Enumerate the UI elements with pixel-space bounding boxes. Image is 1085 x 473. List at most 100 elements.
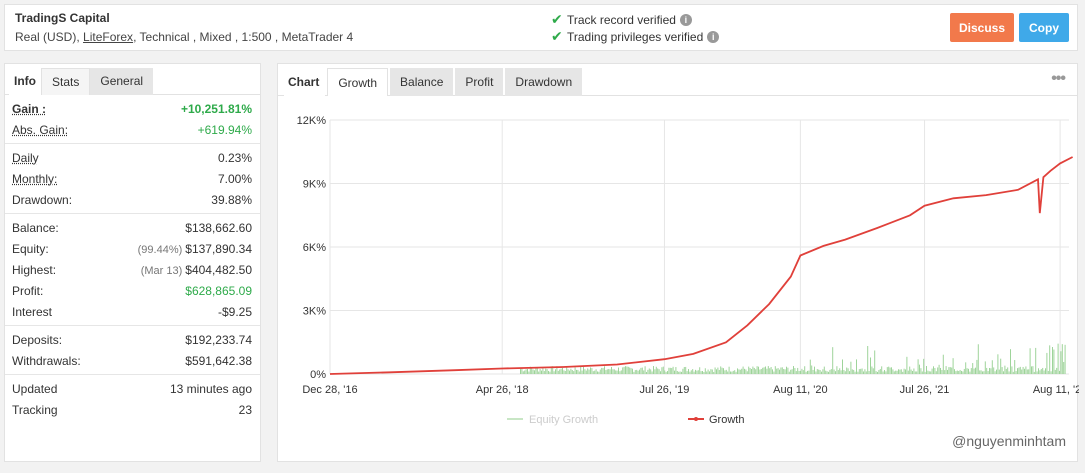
equity-bar (816, 369, 818, 374)
equity-bar (538, 371, 540, 374)
equity-bar (909, 366, 911, 374)
equity-bar (911, 370, 913, 374)
equity-bar (843, 369, 845, 374)
tab-info[interactable]: Info (9, 68, 41, 95)
equity-bar (1044, 368, 1046, 374)
equity-bar (889, 367, 891, 374)
equity-bar (613, 369, 615, 374)
equity-bar (882, 371, 884, 374)
equity-bar (932, 366, 934, 374)
tab-drawdown[interactable]: Drawdown (505, 68, 583, 96)
equity-bar (1012, 371, 1014, 374)
equity-bar (728, 366, 730, 374)
copy-button[interactable]: Copy (1019, 13, 1069, 42)
equity-bar (973, 368, 975, 374)
equity-bar (867, 346, 869, 374)
equity-bar (665, 371, 667, 374)
equity-bar (899, 369, 901, 374)
tab-growth[interactable]: Growth (327, 68, 389, 96)
gain-label[interactable]: Gain : (12, 101, 47, 116)
equity-label: Equity: (12, 241, 49, 256)
equity-bar (713, 371, 715, 374)
equity-bar (1004, 365, 1006, 374)
equity-bar (861, 368, 863, 374)
equity-bar (931, 368, 933, 374)
tab-general[interactable]: General (90, 68, 154, 95)
equity-bar (897, 369, 899, 374)
equity-bar (944, 370, 946, 374)
equity-bar (708, 371, 710, 374)
equity-bar (896, 370, 898, 374)
deposits-group: Deposits: $192,233.74 Withdrawals: $591,… (5, 326, 260, 375)
equity-bar (1061, 344, 1063, 374)
equity-bar (776, 368, 778, 374)
equity-bar (879, 369, 881, 374)
equity-bar (650, 369, 652, 374)
equity-bar (666, 371, 668, 374)
drawdown-label: Drawdown: (12, 192, 73, 207)
equity-bar (566, 366, 568, 374)
equity-bar (601, 367, 603, 374)
equity-bar (707, 369, 709, 374)
discuss-button[interactable]: Discuss (950, 13, 1014, 42)
profit-value: $628,865.09 (185, 283, 252, 298)
equity-bar (848, 371, 850, 374)
equity-bar (578, 371, 580, 374)
trading-privileges-verified: ✔ Trading privileges verified i (551, 28, 720, 45)
equity-bar (524, 370, 526, 374)
interest-label: Interest (12, 304, 53, 319)
equity-bar (1023, 368, 1025, 374)
equity-percent: (99.44%) (137, 243, 183, 256)
equity-bar (976, 359, 978, 374)
daily-label[interactable]: Daily (12, 150, 39, 165)
equity-bar (589, 367, 591, 374)
tab-profit[interactable]: Profit (455, 68, 504, 96)
info-icon[interactable]: i (707, 30, 720, 43)
info-icon[interactable]: i (679, 13, 692, 26)
equity-bar (661, 367, 663, 374)
tracking-group: Updated 13 minutes ago Tracking 23 (5, 375, 260, 423)
equity-bar (895, 370, 897, 374)
equity-bar (654, 369, 656, 374)
equity-bar (853, 369, 855, 374)
equity-bar (755, 369, 757, 374)
equity-bar (984, 361, 986, 374)
equity-bar (948, 367, 950, 374)
equity-bar (930, 371, 932, 374)
equity-bar (1000, 358, 1002, 374)
equity-bar (1002, 371, 1004, 374)
equity-bar (804, 366, 806, 374)
equity-bar (864, 369, 866, 374)
equity-bar (577, 369, 579, 374)
equity-bar (1037, 368, 1039, 374)
x-axis-ticks: Dec 28, '16 Apr 26, '18 Jul 26, '19 Aug 11,… (302, 384, 1079, 396)
equity-bar (916, 371, 918, 374)
tab-balance[interactable]: Balance (390, 68, 454, 96)
equity-bar (745, 369, 747, 374)
gain-row: Gain : +10,251.81% (5, 98, 260, 119)
equity-bar (907, 370, 909, 374)
equity-bar (644, 366, 646, 374)
x-tick-label: Aug 11, '20 (773, 384, 828, 396)
equity-bar (521, 368, 523, 374)
equity-bar (546, 369, 548, 374)
equity-bar (941, 369, 943, 374)
equity-bar (701, 371, 703, 374)
equity-bar (913, 368, 915, 374)
monthly-label[interactable]: Monthly: (12, 171, 58, 186)
equity-bar (959, 369, 961, 374)
watermark: @nguyenminhtam (952, 433, 1066, 449)
equity-bar (823, 366, 825, 374)
tab-stats[interactable]: Stats (41, 68, 91, 95)
more-options-icon[interactable]: ••• (1051, 70, 1066, 87)
updated-row: Updated 13 minutes ago (5, 378, 260, 399)
equity-bar (881, 366, 883, 374)
broker-link[interactable]: LiteForex (83, 30, 134, 44)
equity-bar (619, 371, 621, 374)
equity-bar (987, 371, 989, 374)
equity-bar (974, 367, 976, 374)
abs-gain-label[interactable]: Abs. Gain: (12, 122, 69, 137)
equity-bar (594, 370, 596, 374)
equity-bar (631, 368, 633, 374)
equity-bar (1032, 366, 1034, 374)
